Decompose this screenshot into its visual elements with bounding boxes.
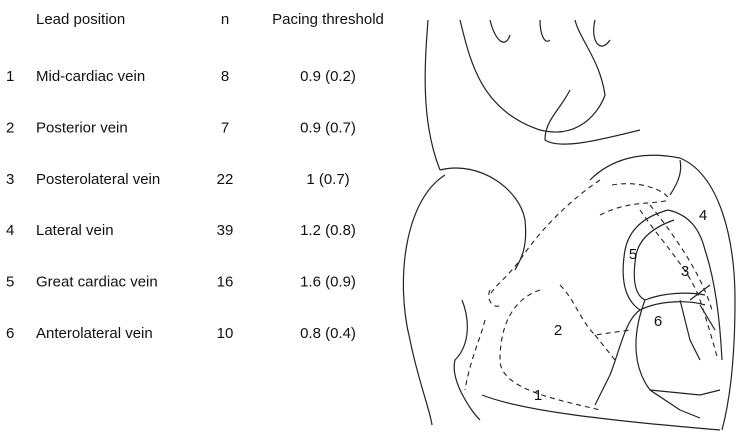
figure-canvas: Lead position n Pacing threshold 1 Mid-ca…: [0, 0, 739, 436]
row-number: 3: [6, 171, 14, 188]
heart-illustration: [403, 20, 735, 430]
posterior-vein: [465, 290, 500, 390]
n-value: 39: [217, 222, 234, 239]
vein-branch: [680, 285, 715, 360]
lead-position: Posterior vein: [36, 119, 128, 136]
row-number: 1: [6, 68, 14, 85]
posterolateral-vein: [640, 210, 718, 360]
pacing-threshold: 0.8 (0.4): [300, 325, 356, 342]
lead-position: Mid-cardiac vein: [36, 68, 145, 85]
lateral-vein: [670, 160, 681, 195]
pacing-threshold: 1.6 (0.9): [300, 274, 356, 291]
vein-label: 3: [681, 263, 689, 280]
table: Lead position n Pacing threshold 1 Mid-ca…: [6, 11, 384, 342]
header-cell: Pacing threshold: [272, 11, 384, 28]
pacing-threshold: 1.2 (0.8): [300, 222, 356, 239]
vein-branch: [650, 390, 720, 418]
n-value: 7: [221, 119, 229, 136]
lead-position: Great cardiac vein: [36, 274, 158, 291]
heart-outline: [454, 300, 480, 420]
row-number: 6: [6, 325, 14, 342]
n-value: 22: [217, 171, 234, 188]
lead-position: Lateral vein: [36, 222, 114, 239]
anterolateral-vein: [595, 300, 680, 410]
lateral-vein: [668, 210, 722, 360]
vessel: [540, 20, 550, 41]
vein-label: 4: [699, 207, 707, 224]
pacing-threshold: 0.9 (0.2): [300, 68, 356, 85]
vein-label: 5: [629, 246, 637, 263]
vessel: [594, 20, 610, 46]
vein-label: 2: [554, 322, 562, 339]
pacing-threshold: 0.9 (0.7): [300, 119, 356, 136]
lead-position: Posterolateral vein: [36, 171, 160, 188]
n-value: 10: [217, 325, 234, 342]
vessel: [490, 20, 510, 42]
figure: Lead position n Pacing threshold 1 Mid-ca…: [0, 0, 739, 436]
great-cardiac-vein: [634, 220, 705, 300]
lead-position: Anterolateral vein: [36, 325, 153, 342]
header-cell: Lead position: [36, 11, 125, 28]
ventricle-outline: [590, 155, 735, 430]
posterior-vein: [600, 184, 670, 215]
ventricle-outline: [482, 395, 720, 430]
pacing-threshold: 1 (0.7): [306, 171, 349, 188]
n-value: 8: [221, 68, 229, 85]
vessel: [545, 90, 640, 144]
vessel: [460, 20, 605, 132]
header-cell: n: [221, 11, 229, 28]
heart-outline: [440, 168, 526, 270]
row-number: 2: [6, 119, 14, 136]
vessel: [425, 20, 440, 170]
n-value: 16: [217, 274, 234, 291]
posterior-vein: [490, 180, 600, 295]
heart-outline: [403, 175, 445, 425]
vein-label: 6: [654, 313, 662, 330]
vein-label: 1: [534, 387, 542, 404]
row-number: 4: [6, 222, 14, 239]
row-number: 5: [6, 274, 14, 291]
mid-cardiac-vein: [500, 290, 600, 410]
